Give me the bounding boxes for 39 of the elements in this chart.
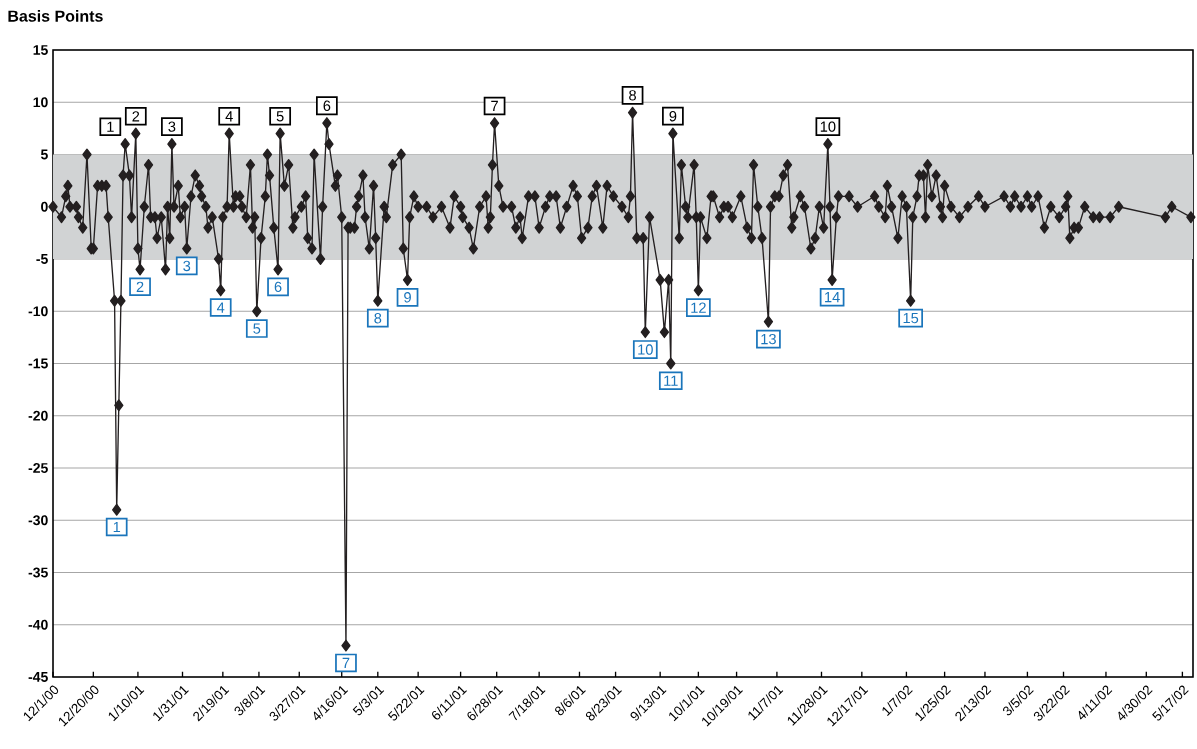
- annotation: 2: [132, 111, 140, 122]
- annotation: 5: [276, 111, 284, 122]
- annotation: 3: [168, 121, 176, 132]
- annotation: 15: [903, 313, 919, 324]
- annotation: 14: [825, 292, 840, 303]
- annotation: 9: [669, 111, 677, 122]
- annotation: 9: [404, 292, 411, 303]
- y-tick-label: -10: [28, 306, 48, 317]
- annotation: 4: [216, 302, 225, 313]
- y-tick-label: 10: [33, 97, 48, 108]
- annotation: 10: [638, 344, 653, 355]
- annotation: 1: [113, 522, 121, 533]
- annotation: 6: [323, 100, 331, 111]
- y-tick-label: -25: [28, 463, 48, 473]
- annotation: 11: [664, 375, 678, 386]
- y-tick-label: -40: [28, 619, 48, 630]
- y-tick-label: -20: [28, 410, 48, 421]
- annotation: 8: [629, 90, 636, 101]
- annotation: 7: [342, 657, 350, 668]
- y-tick-label: -45: [28, 672, 48, 682]
- annotation: 1: [107, 121, 114, 132]
- annotation: 8: [374, 313, 382, 324]
- y-tick-label: -30: [28, 515, 48, 526]
- annotation: 10: [820, 121, 836, 132]
- y-axis-title: Basis Points: [8, 10, 103, 22]
- annotation: 3: [183, 260, 191, 272]
- annotation: 5: [253, 323, 261, 334]
- y-tick-label: -15: [28, 358, 48, 369]
- y-tick-label: 15: [33, 45, 48, 55]
- y-tick-label: 0: [41, 201, 48, 212]
- y-tick-label: -5: [36, 254, 48, 264]
- annotation: 2: [136, 281, 144, 292]
- y-tick-label: -35: [28, 567, 48, 578]
- annotation: 7: [491, 100, 498, 111]
- annotation: 4: [225, 111, 233, 122]
- annotation: 12: [691, 302, 706, 313]
- annotation: 13: [761, 333, 776, 345]
- y-tick-label: 5: [40, 149, 48, 160]
- annotation: 6: [274, 281, 282, 293]
